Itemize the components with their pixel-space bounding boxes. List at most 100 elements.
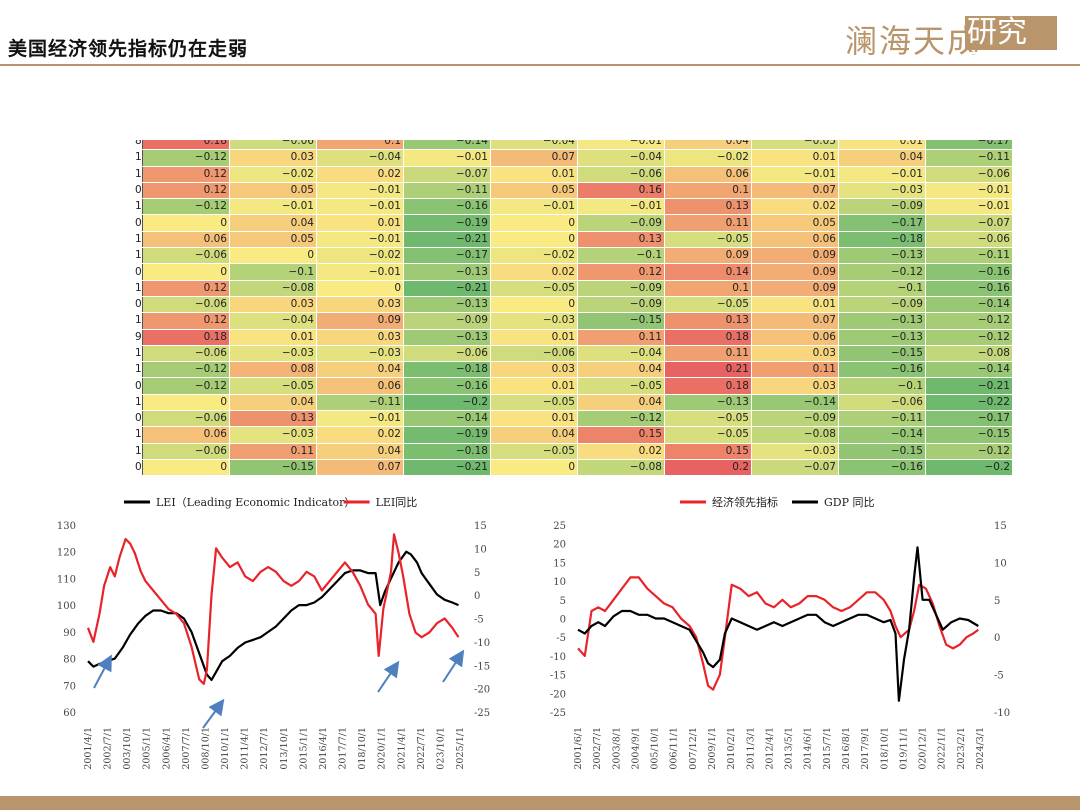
heatmap-cell: 0.04	[577, 361, 665, 379]
heatmap-cell: −0.12	[577, 410, 665, 428]
heatmap-cell: 0.18	[142, 140, 230, 151]
y-tick-label-left: -5	[556, 633, 566, 644]
x-tick-label: 2011/4/1	[240, 727, 251, 770]
heatmap-row-lead: 1	[133, 279, 143, 297]
heatmap-cell: −0.1	[229, 263, 317, 281]
heatmap-row-lead: 1	[133, 165, 143, 183]
heatmap-cell: −0.1	[838, 279, 926, 297]
y-tick-label-right: 15	[994, 521, 1007, 532]
heatmap-cell: 0.01	[490, 165, 578, 183]
x-tick-label: 2001/6/1	[573, 727, 584, 770]
heatmap-cell: −0.16	[925, 279, 1013, 297]
y-tick-label-right: 10	[474, 544, 487, 555]
heatmap-row-lead: 1	[133, 426, 143, 444]
x-tick-label: 2018/10/1	[357, 727, 368, 770]
heatmap-cell: −0.13	[838, 328, 926, 346]
heatmap-cell: 0.05	[229, 230, 317, 249]
heatmap-row: 1 −0.12 0.03 −0.04 −0.01 0.07 −0.04 −0.02 0.01 0.…	[133, 149, 1013, 167]
heatmap-cell: −0.06	[838, 393, 926, 412]
heatmap-cell: 0.12	[142, 279, 230, 297]
heatmap-row-lead: 0	[133, 410, 143, 428]
heatmap-cell: 0.04	[490, 426, 578, 444]
heatmap-row: 1 0.12 −0.04 0.09 −0.09 −0.03 −0.15 0.13 0.07 −0.…	[133, 312, 1013, 330]
heatmap-row: 1 −0.06 0.11 0.04 −0.18 −0.05 0.02 0.15 −0.03 −0.…	[133, 442, 1013, 460]
heatmap-cell: −0.09	[403, 312, 491, 330]
heatmap-cell: −0.17	[925, 410, 1013, 428]
x-tick-label: 2006/4/1	[161, 727, 172, 770]
heatmap-row-lead: 0	[133, 263, 143, 281]
heatmap-cell: −0.04	[577, 344, 665, 363]
x-tick-label: 2004/9/1	[630, 727, 641, 770]
heatmap-cell: −0.09	[838, 198, 926, 216]
heatmap-cell: −0.11	[403, 181, 491, 200]
heatmap-cell: −0.04	[577, 149, 665, 167]
heatmap-cell: −0.01	[316, 198, 404, 216]
heatmap-cell: 0.11	[577, 328, 665, 346]
heatmap-cell: −0.01	[577, 198, 665, 216]
heatmap-cell: −0.21	[403, 458, 491, 476]
x-tick-label: 2010/1/1	[220, 727, 231, 770]
heatmap-row: 0 −0.06 0.13 −0.01 −0.14 0.01 −0.12 −0.05 −0.09−…	[133, 410, 1013, 428]
heatmap-cell: 0	[142, 214, 230, 232]
x-tick-label: 2009/1/1	[707, 727, 718, 770]
heatmap-cell: −0.02	[490, 247, 578, 265]
heatmap-cell: −0.19	[403, 214, 491, 232]
heatmap-cell: −0.01	[316, 181, 404, 200]
heatmap-cell: −0.17	[925, 140, 1013, 151]
heatmap-cell: −0.15	[229, 458, 317, 476]
heatmap-cell: 0.04	[577, 393, 665, 412]
heatmap-cell: −0.08	[925, 344, 1013, 363]
heatmap-cell: −0.21	[925, 377, 1013, 395]
y-tick-label-left: 90	[63, 628, 76, 639]
heatmap-row: 1 0.12 −0.02 0.02 −0.07 0.01 −0.06 0.06 −0.01 −0.…	[133, 165, 1013, 183]
header-rule	[0, 64, 1080, 66]
heatmap-cell: 0.07	[316, 458, 404, 476]
heatmap-cell: −0.02	[664, 149, 752, 167]
x-tick-label: 2016/4/1	[318, 727, 329, 770]
heatmap-cell: −0.05	[490, 279, 578, 297]
heatmap-cell: −0.12	[142, 377, 230, 395]
correlation-heatmap: 8 0.18 −0.06 0.1 −0.14 −0.04 −0.01 0.04 −0.05 0.0…	[133, 140, 1013, 476]
heatmap-cell: −0.12	[925, 328, 1013, 346]
x-tick-label: 2025/1/1	[455, 727, 466, 770]
x-tick-label: 2005/1/1	[142, 727, 153, 770]
y-tick-label-right: -15	[474, 661, 490, 672]
heatmap-cell: −0.2	[403, 393, 491, 412]
heatmap-cell: −0.12	[142, 198, 230, 216]
heatmap-cell: 0	[142, 458, 230, 476]
logo-text: 澜海天成	[845, 22, 982, 60]
heatmap-cell: −0.07	[403, 165, 491, 183]
y-tick-label-left: 120	[57, 548, 76, 559]
heatmap-cell: 0	[229, 247, 317, 265]
heatmap-cell: −0.03	[490, 312, 578, 330]
series-line	[87, 550, 459, 681]
heatmap-cell: −0.11	[925, 247, 1013, 265]
heatmap-row-lead: 1	[133, 344, 143, 363]
heatmap-cell: −0.05	[664, 295, 752, 314]
heatmap-cell: −0.21	[403, 230, 491, 249]
x-tick-label: 2008/10/1	[200, 727, 211, 770]
heatmap-row-lead: 1	[133, 198, 143, 216]
heatmap-cell: 0.21	[664, 361, 752, 379]
heatmap-row-lead: 1	[133, 312, 143, 330]
heatmap-cell: 0.06	[142, 230, 230, 249]
heatmap-cell: −0.22	[925, 393, 1013, 412]
heatmap-cell: 0.11	[664, 214, 752, 232]
heatmap-row: 1 −0.06 −0.03 −0.03 −0.06 −0.06 −0.04 0.11 0.03−…	[133, 344, 1013, 363]
heatmap-row-lead: 1	[133, 361, 143, 379]
heatmap-row-lead: 0	[133, 181, 143, 200]
heatmap-cell: 0.07	[751, 181, 839, 200]
heatmap-row: 0 −0.06 0.03 0.03 −0.13 0 −0.09 −0.05 0.01 −0.09−…	[133, 295, 1013, 314]
heatmap-cell: −0.16	[403, 198, 491, 216]
heatmap-cell: −0.17	[403, 247, 491, 265]
x-tick-label: 2023/2/1	[956, 727, 967, 770]
heatmap-cell: −0.09	[838, 295, 926, 314]
y-tick-label-left: 25	[553, 521, 566, 532]
heatmap-row: 0 −0.12 −0.05 0.06 −0.16 0.01 −0.05 0.18 0.03 −0.…	[133, 377, 1013, 395]
heatmap-cell: −0.14	[838, 426, 926, 444]
heatmap-cell: 0.04	[664, 140, 752, 151]
heatmap-row-lead: 1	[133, 149, 143, 167]
x-tick-label: 2002/7/1	[592, 727, 603, 770]
heatmap-cell: 0	[316, 279, 404, 297]
heatmap-cell: 0.02	[577, 442, 665, 460]
